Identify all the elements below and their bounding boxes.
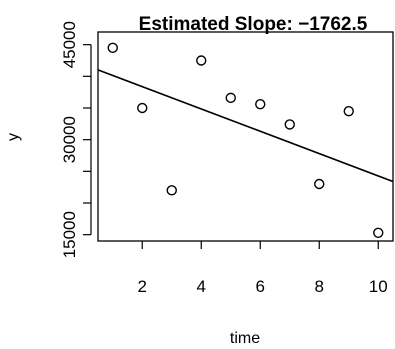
fit-line xyxy=(97,69,394,183)
y-tick-label: 15000 xyxy=(60,211,79,258)
x-axis-label: time xyxy=(230,330,260,347)
plot-layer: 2 4 6 8 10 15000 30000 45000 xyxy=(60,21,394,296)
data-point xyxy=(166,185,177,196)
x-tick-label: 4 xyxy=(197,277,206,296)
y-tick-label: 30000 xyxy=(60,116,79,163)
data-point xyxy=(196,55,207,66)
x-tick-label: 2 xyxy=(138,277,147,296)
data-point xyxy=(225,92,236,104)
y-tick-label: 45000 xyxy=(60,21,79,68)
data-point xyxy=(343,105,354,117)
x-tick-label: 10 xyxy=(369,277,388,296)
plot-frame xyxy=(97,31,394,242)
data-point xyxy=(284,119,295,130)
data-point xyxy=(107,42,118,54)
data-point xyxy=(255,98,266,110)
chart-title: Estimated Slope: −1762.5 xyxy=(139,14,368,35)
x-tick-label: 8 xyxy=(315,277,324,296)
data-point xyxy=(373,227,384,238)
x-tick-label: 6 xyxy=(256,277,265,296)
y-axis-label: y xyxy=(5,133,22,141)
data-point xyxy=(314,178,325,190)
data-point xyxy=(137,102,148,114)
